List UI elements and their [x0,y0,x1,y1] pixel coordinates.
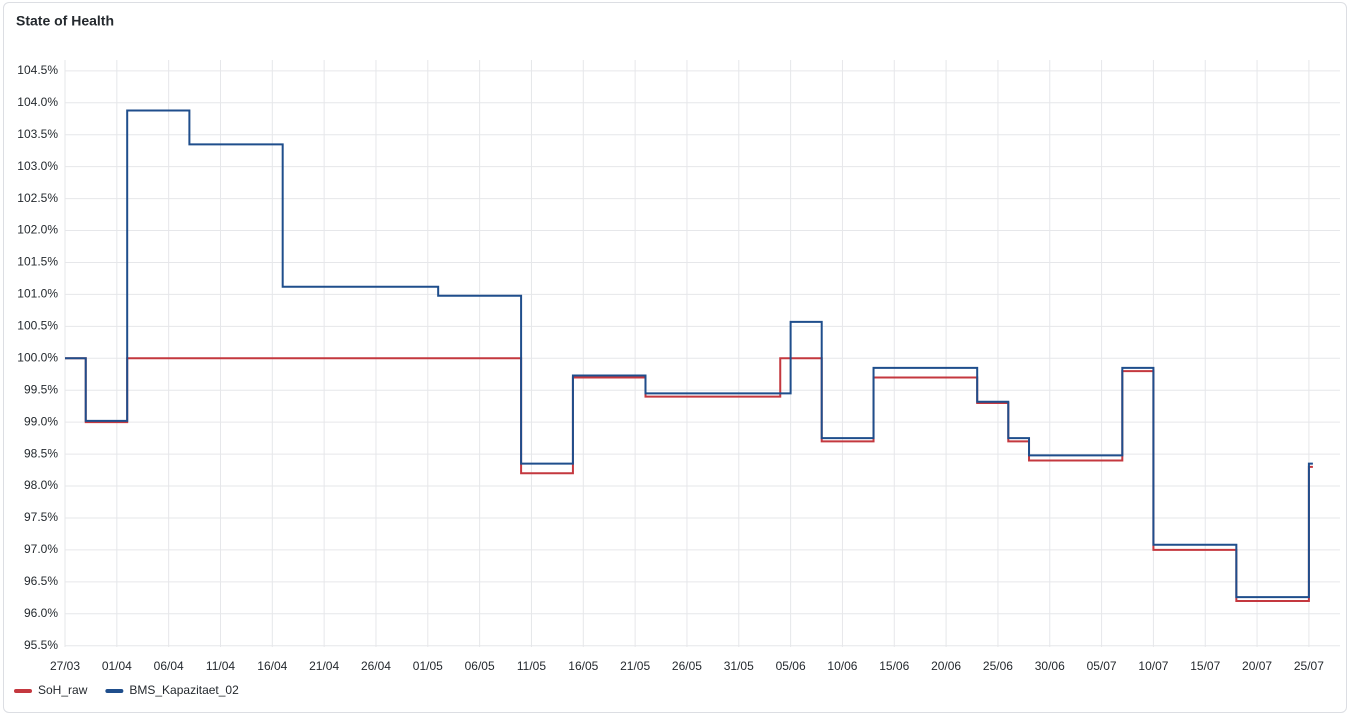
panel-title: State of Health [16,13,114,29]
y-tick-label: 100.0% [17,350,58,364]
y-tick-label: 103.0% [17,159,58,173]
x-tick-label: 16/04 [257,659,287,673]
x-tick-label: 26/05 [672,659,702,673]
series-line [65,357,1313,603]
y-tick-label: 102.0% [17,223,58,237]
y-tick-label: 101.0% [17,287,58,301]
x-tick-label: 10/07 [1138,659,1168,673]
series-line [65,109,1313,599]
x-tick-label: 26/04 [361,659,391,673]
x-tick-label: 25/07 [1294,659,1324,673]
x-tick-label: 27/03 [50,659,80,673]
x-tick-label: 20/06 [931,659,961,673]
x-tick-label: 05/06 [776,659,806,673]
x-tick-label: 10/06 [827,659,857,673]
y-tick-label: 103.5% [17,127,58,141]
x-tick-label: 31/05 [724,659,754,673]
y-tick-label: 95.5% [24,638,58,652]
x-tick-label: 06/05 [465,659,495,673]
x-tick-label: 21/04 [309,659,339,673]
y-tick-label: 98.5% [24,446,58,460]
x-tick-label: 15/06 [879,659,909,673]
x-tick-label: 05/07 [1087,659,1117,673]
x-tick-label: 11/04 [206,659,235,673]
x-tick-label: 01/04 [102,659,132,673]
y-tick-label: 97.0% [24,542,58,556]
y-tick-label: 98.0% [24,478,58,492]
x-tick-label: 21/05 [620,659,650,673]
y-tick-label: 104.0% [17,95,58,109]
y-tick-label: 100.5% [17,319,58,333]
y-tick-label: 97.5% [24,510,58,524]
x-tick-label: 15/07 [1190,659,1220,673]
y-tick-label: 102.5% [17,191,58,205]
y-tick-label: 101.5% [17,255,58,269]
panel [3,2,1347,713]
x-tick-label: 30/06 [1035,659,1065,673]
legend-label: SoH_raw [38,683,88,697]
x-tick-label: 01/05 [413,659,443,673]
x-tick-label: 11/05 [517,659,546,673]
y-tick-label: 99.0% [24,414,58,428]
x-tick-label: 20/07 [1242,659,1272,673]
x-tick-label: 16/05 [568,659,598,673]
y-tick-label: 104.5% [17,63,58,77]
x-tick-label: 06/04 [154,659,184,673]
y-tick-label: 99.5% [24,382,58,396]
y-tick-label: 96.5% [24,574,58,588]
y-tick-label: 96.0% [24,606,58,620]
x-tick-label: 25/06 [983,659,1013,673]
legend-label: BMS_Kapazitaet_02 [129,683,239,697]
